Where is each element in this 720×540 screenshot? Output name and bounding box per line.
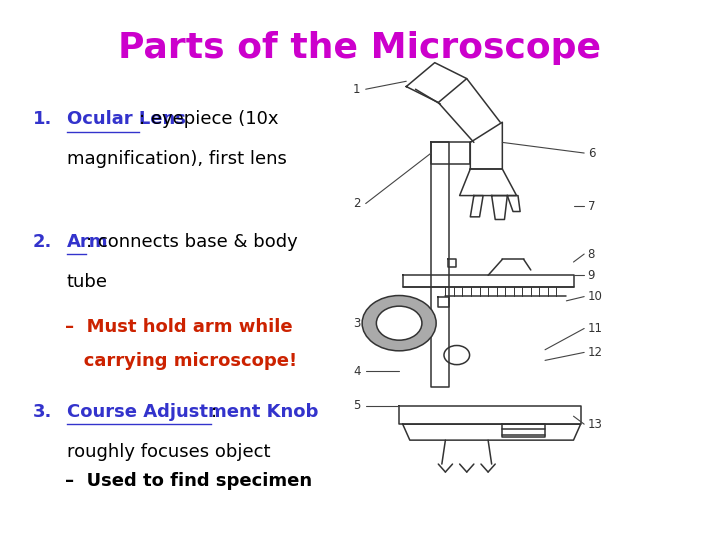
Text: 11: 11: [588, 322, 603, 335]
Text: 8: 8: [588, 247, 595, 260]
Circle shape: [377, 306, 422, 340]
Text: 1: 1: [353, 83, 361, 96]
Text: Course Adjustment Knob: Course Adjustment Knob: [67, 403, 318, 421]
Text: Parts of the Microscope: Parts of the Microscope: [119, 31, 601, 65]
Text: 3: 3: [353, 316, 360, 329]
Text: 6: 6: [588, 146, 595, 159]
Text: 12: 12: [588, 346, 603, 359]
Text: : eyepiece (10x: : eyepiece (10x: [139, 111, 279, 129]
Text: 4: 4: [353, 364, 361, 377]
Text: 9: 9: [588, 269, 595, 282]
Text: Arm: Arm: [67, 233, 108, 251]
Text: 13: 13: [588, 417, 603, 431]
Text: : connects base & body: : connects base & body: [86, 233, 298, 251]
Text: –  Used to find specimen: – Used to find specimen: [65, 472, 312, 490]
Text: 2: 2: [353, 197, 361, 210]
Text: roughly focuses object: roughly focuses object: [67, 443, 270, 461]
Text: Ocular Lens: Ocular Lens: [67, 111, 186, 129]
Text: carrying microscope!: carrying microscope!: [65, 353, 297, 370]
Text: –  Must hold arm while: – Must hold arm while: [65, 318, 292, 336]
Text: magnification), first lens: magnification), first lens: [67, 150, 287, 168]
Text: 10: 10: [588, 290, 603, 303]
Text: 7: 7: [588, 200, 595, 213]
Text: 5: 5: [353, 399, 360, 412]
Text: 3.: 3.: [32, 403, 52, 421]
Text: :: :: [211, 403, 217, 421]
Circle shape: [362, 295, 436, 351]
Text: 1.: 1.: [32, 111, 52, 129]
Text: tube: tube: [67, 273, 108, 291]
Text: 2.: 2.: [32, 233, 52, 251]
